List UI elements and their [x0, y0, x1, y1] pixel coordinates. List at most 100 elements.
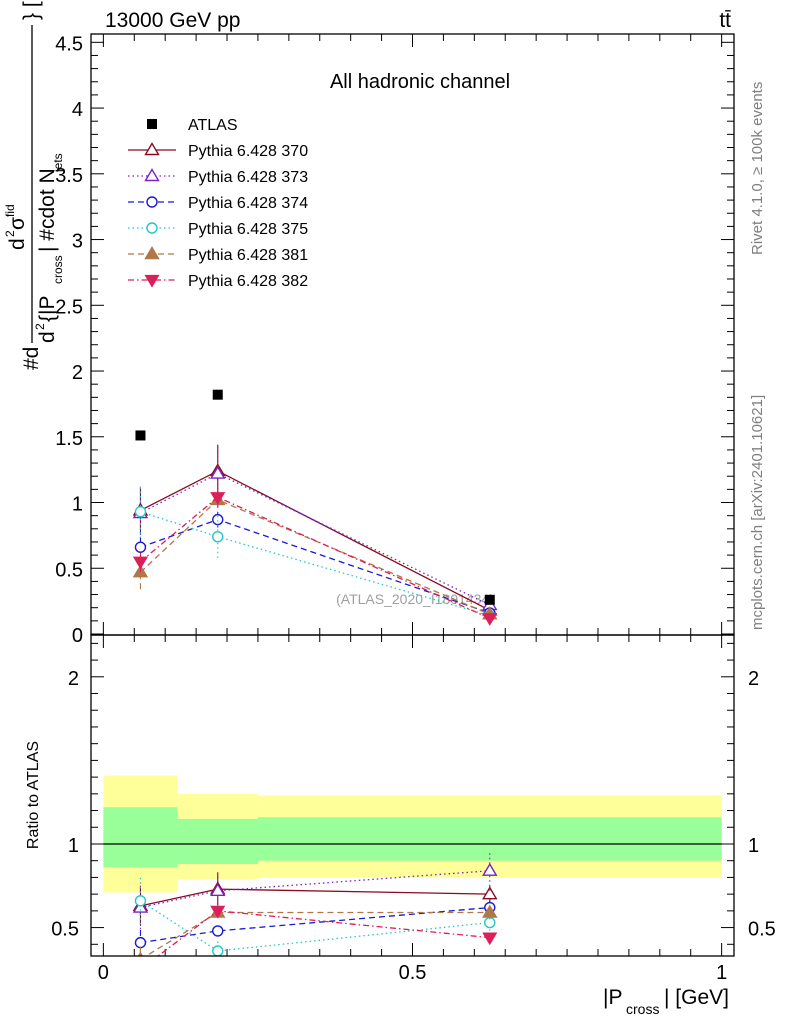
main-ylabel-den-sub2: jets [51, 153, 65, 173]
xlabel-sub: cross [626, 1001, 659, 1017]
ratio-data-point [482, 862, 498, 876]
main-ylabel-sigma: σ [6, 217, 29, 230]
legend-atlas-label: ATLAS [188, 117, 238, 134]
legend-label: Pythia 6.428 374 [188, 195, 308, 212]
main-data-point [134, 506, 147, 518]
main-data-point [482, 613, 498, 626]
legend-label: Pythia 6.428 373 [188, 169, 308, 186]
ratio-ytick-label-left: 2 [68, 668, 79, 690]
main-ytick-label: 2 [72, 362, 83, 384]
channel-title: All hadronic channel [330, 71, 510, 93]
main-ytick-label: 1.5 [55, 428, 83, 450]
legend-marker [144, 168, 160, 182]
main-series-line [140, 496, 491, 619]
main-ytick-label: 3.5 [55, 165, 83, 187]
main-y-axis-title: #d d 2 σ fid d 2 {|P cross | #cdot N jet… [3, 0, 65, 370]
ratio-xtick-label: 1 [716, 962, 727, 984]
ratio-series-line [140, 900, 490, 952]
ratio-band-green [103, 807, 178, 868]
main-ylabel-den-sup: 2 [33, 323, 47, 330]
legend-marker [146, 222, 158, 234]
legend-marker [144, 142, 160, 156]
side-note-top: Rivet 4.1.0, ≥ 100k events [749, 82, 766, 255]
main-ylabel-den-body: {|P [36, 296, 59, 322]
legend-entry: Pythia 6.428 370 [128, 142, 308, 160]
legend-label: Pythia 6.428 370 [188, 143, 308, 160]
main-ytick-label: 4.5 [55, 33, 83, 55]
main-series-line [140, 472, 491, 606]
ratio-band-green [177, 818, 258, 865]
atlas-data-point [484, 594, 495, 605]
legend-entry: Pythia 6.428 381 [128, 246, 308, 264]
main-data-point [132, 556, 149, 570]
ratio-data-point [210, 882, 226, 896]
legend-label: Pythia 6.428 381 [188, 247, 308, 264]
main-ytick-label: 2.5 [55, 296, 83, 318]
ratio-ytick-label-right: 2 [748, 668, 759, 690]
legend-marker [146, 196, 158, 208]
ratio-axis-ticks [91, 635, 734, 956]
main-ytick-label: 1 [72, 494, 83, 516]
ratio-data-point [212, 945, 224, 956]
main-ytick-label: 3 [72, 231, 83, 253]
main-ytick-label: 4 [72, 99, 83, 121]
legend-marker [144, 246, 160, 260]
legend-entry: Pythia 6.428 373 [128, 168, 308, 186]
ratio-xtick-label: 0 [98, 962, 109, 984]
ratio-y-axis-title: Ratio to ATLAS [25, 741, 42, 849]
ratio-series-line [144, 911, 490, 956]
main-data-point [210, 465, 226, 479]
ratio-series-pythia-6-428-373 [132, 850, 498, 930]
atlas-data-point [135, 430, 146, 441]
ratio-data-point [482, 932, 498, 946]
ratio-series-pythia-6-428-382 [134, 904, 498, 976]
ratio-series-line [140, 888, 490, 907]
ratio-ytick-label-left: 1 [68, 835, 79, 857]
ratio-data-point [137, 951, 144, 956]
main-panel: All hadronic channel (ATLAS_2020_I180143… [3, 0, 735, 647]
ratio-series-pythia-6-428-374 [134, 900, 496, 956]
main-series-atlas [135, 389, 495, 605]
main-data-point [134, 541, 147, 553]
main-ylabel-denominator: d [36, 331, 59, 343]
ratio-ytick-label-left: 0.5 [51, 919, 79, 941]
ratio-series-layer [132, 850, 498, 976]
ratio-panel: 0.5 0.5 1 1 2 2 0 0.5 1 Ratio to ATLAS |P cross … [25, 634, 776, 1017]
ratio-frame [90, 634, 735, 957]
legend-entry: Pythia 6.428 375 [128, 221, 308, 238]
ratio-series-line [157, 910, 490, 956]
ratio-tick-labels: 0.5 0.5 1 1 2 2 0 0.5 1 [51, 668, 776, 984]
main-axis-ticks [91, 34, 734, 635]
main-ylabel-numerator: d [6, 238, 29, 250]
ratio-ytick-label-right: 0.5 [748, 919, 776, 941]
main-series-pythia-6-428-382 [132, 486, 498, 626]
main-data-point [212, 513, 224, 526]
main-series-layer [132, 389, 498, 626]
main-ylabel-units: } [pb/GeV] [20, 0, 43, 20]
process-label: tt̄ [719, 9, 731, 32]
legend: ATLAS Pythia 6.428 370 Pythia 6.428 373 Pyt… [128, 117, 308, 290]
legend-label: Pythia 6.428 375 [188, 221, 308, 238]
main-y-tick-labels: 0 0.5 1 1.5 2 2.5 3 3.5 4 4.5 [55, 33, 83, 647]
main-ylabel-den-tail: | #cdot N [36, 168, 59, 252]
main-ytick-label: 0.5 [55, 559, 83, 581]
ratio-data-point [212, 925, 224, 937]
legend-entry: Pythia 6.428 382 [128, 273, 308, 290]
ratio-xtick-label: 0.5 [399, 962, 427, 984]
ratio-series-line [140, 906, 490, 944]
main-ytick-label: 0 [72, 625, 83, 647]
ratio-uncertainty-bands [103, 775, 722, 893]
ratio-ytick-label-right: 1 [748, 835, 759, 857]
legend-entry-atlas: ATLAS [147, 117, 238, 134]
atlas-data-point [212, 389, 223, 400]
ratio-data-point [134, 965, 147, 976]
ratio-series-pythia-6-428-381 [137, 904, 498, 956]
main-data-point [212, 531, 224, 543]
ratio-data-point [134, 895, 147, 907]
analysis-watermark: (ATLAS_2020_I1801434) [336, 591, 494, 607]
legend-marker [144, 274, 160, 288]
xlabel-part1: |P [603, 986, 622, 1009]
ratio-data-point [210, 905, 226, 919]
